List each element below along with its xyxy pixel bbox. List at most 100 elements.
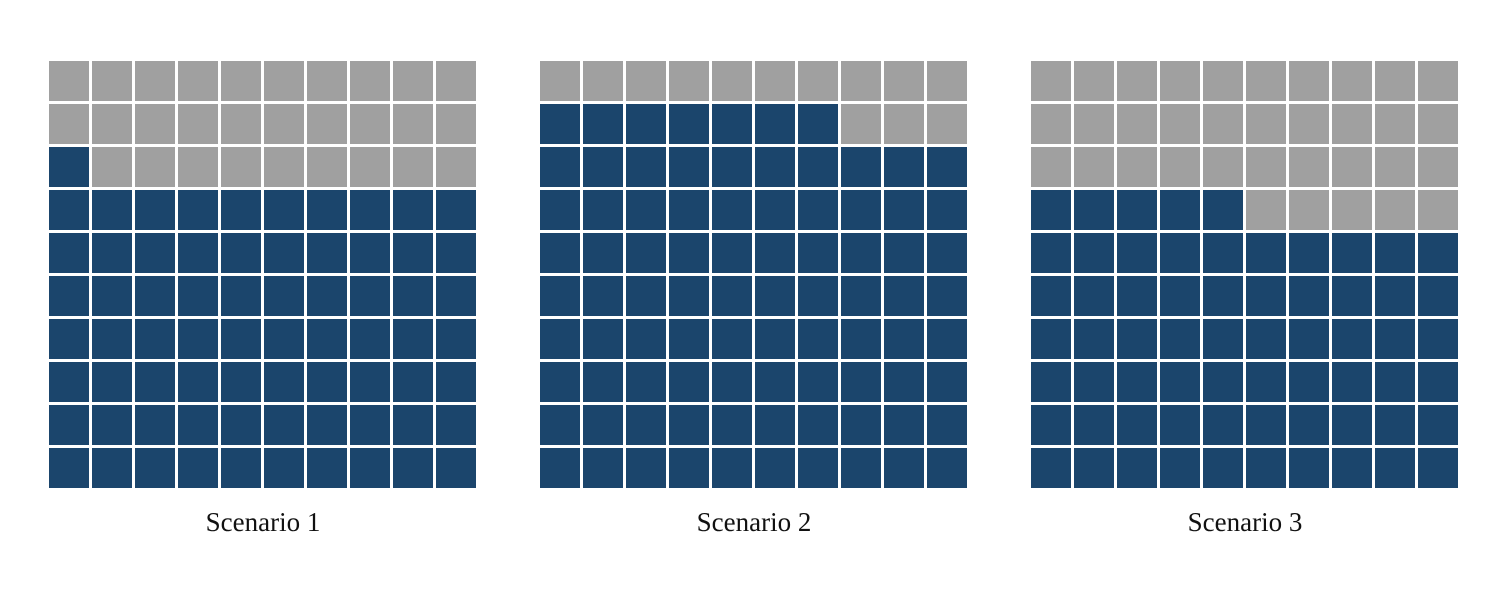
waffle-cell-empty bbox=[49, 104, 89, 144]
waffle-cell-filled bbox=[884, 147, 924, 187]
waffle-cell-empty bbox=[841, 104, 881, 144]
waffle-cell-filled bbox=[393, 190, 433, 230]
waffle-cell-filled bbox=[264, 319, 304, 359]
waffle-cell-filled bbox=[712, 104, 752, 144]
waffle-cell-filled bbox=[884, 190, 924, 230]
waffle-cell-filled bbox=[1246, 362, 1286, 402]
waffle-cell-filled bbox=[135, 405, 175, 445]
waffle-cell-filled bbox=[393, 319, 433, 359]
waffle-cell-filled bbox=[798, 104, 838, 144]
waffle-cell-filled bbox=[1031, 233, 1071, 273]
waffle-cell-filled bbox=[49, 448, 89, 488]
waffle-cell-filled bbox=[1117, 362, 1157, 402]
waffle-cell-filled bbox=[755, 448, 795, 488]
waffle-cell-filled bbox=[49, 405, 89, 445]
waffle-cell-empty bbox=[1203, 147, 1243, 187]
waffle-panel-1: Scenario 1 bbox=[49, 61, 477, 537]
waffle-cell-filled bbox=[135, 233, 175, 273]
waffle-cell-filled bbox=[49, 233, 89, 273]
waffle-cell-empty bbox=[436, 61, 476, 101]
waffle-cell-filled bbox=[350, 405, 390, 445]
waffle-cell-filled bbox=[135, 448, 175, 488]
waffle-cell-filled bbox=[1375, 276, 1415, 316]
waffle-cell-filled bbox=[1332, 448, 1372, 488]
waffle-cell-filled bbox=[307, 190, 347, 230]
waffle-cell-filled bbox=[178, 233, 218, 273]
waffle-cell-filled bbox=[307, 362, 347, 402]
waffle-cell-filled bbox=[264, 233, 304, 273]
waffle-cell-filled bbox=[540, 147, 580, 187]
waffle-cell-filled bbox=[583, 276, 623, 316]
waffle-cell-filled bbox=[884, 276, 924, 316]
waffle-cell-filled bbox=[1375, 233, 1415, 273]
waffle-cell-empty bbox=[92, 104, 132, 144]
waffle-cell-empty bbox=[350, 104, 390, 144]
waffle-cell-empty bbox=[1117, 147, 1157, 187]
waffle-cell-filled bbox=[135, 319, 175, 359]
waffle-cell-filled bbox=[221, 319, 261, 359]
waffle-cell-filled bbox=[798, 190, 838, 230]
waffle-cell-filled bbox=[712, 362, 752, 402]
waffle-cell-empty bbox=[1246, 61, 1286, 101]
waffle-cell-filled bbox=[92, 448, 132, 488]
waffle-cell-filled bbox=[798, 233, 838, 273]
waffle-cell-filled bbox=[669, 276, 709, 316]
waffle-cell-empty bbox=[927, 61, 967, 101]
waffle-cell-filled bbox=[884, 405, 924, 445]
waffle-cell-filled bbox=[1246, 233, 1286, 273]
waffle-cell-filled bbox=[178, 362, 218, 402]
waffle-cell-filled bbox=[798, 147, 838, 187]
waffle-cell-filled bbox=[1074, 190, 1114, 230]
waffle-cell-filled bbox=[221, 233, 261, 273]
waffle-cell-filled bbox=[626, 276, 666, 316]
waffle-cell-filled bbox=[884, 448, 924, 488]
waffle-cell-filled bbox=[1160, 362, 1200, 402]
waffle-cell-empty bbox=[1289, 190, 1329, 230]
waffle-cell-filled bbox=[626, 104, 666, 144]
waffle-cell-filled bbox=[1418, 405, 1458, 445]
waffle-cell-empty bbox=[1289, 61, 1329, 101]
waffle-cell-filled bbox=[1074, 319, 1114, 359]
waffle-cell-filled bbox=[264, 190, 304, 230]
scenario-1-label: Scenario 1 bbox=[205, 507, 321, 537]
waffle-cell-empty bbox=[1375, 147, 1415, 187]
waffle-cell-filled bbox=[669, 362, 709, 402]
waffle-grid-2 bbox=[540, 61, 968, 488]
waffle-cell-filled bbox=[841, 233, 881, 273]
waffle-cell-filled bbox=[264, 405, 304, 445]
waffle-cell-filled bbox=[393, 448, 433, 488]
waffle-cell-filled bbox=[307, 319, 347, 359]
waffle-cell-filled bbox=[135, 362, 175, 402]
waffle-cell-filled bbox=[927, 190, 967, 230]
waffle-cell-filled bbox=[669, 104, 709, 144]
waffle-cell-filled bbox=[1160, 276, 1200, 316]
waffle-cell-filled bbox=[1246, 448, 1286, 488]
waffle-cell-empty bbox=[1031, 147, 1071, 187]
waffle-cell-filled bbox=[1418, 319, 1458, 359]
waffle-cell-filled bbox=[1031, 319, 1071, 359]
waffle-panel-2: Scenario 2 bbox=[540, 61, 968, 537]
waffle-cell-filled bbox=[1160, 190, 1200, 230]
waffle-cell-filled bbox=[841, 190, 881, 230]
waffle-cell-empty bbox=[350, 61, 390, 101]
waffle-cell-filled bbox=[1332, 362, 1372, 402]
waffle-cell-filled bbox=[755, 405, 795, 445]
waffle-cell-filled bbox=[1289, 362, 1329, 402]
waffle-cell-filled bbox=[626, 233, 666, 273]
waffle-cell-empty bbox=[1332, 190, 1372, 230]
waffle-cell-filled bbox=[92, 319, 132, 359]
waffle-cell-filled bbox=[1289, 405, 1329, 445]
waffle-cell-empty bbox=[1332, 61, 1372, 101]
waffle-cell-empty bbox=[135, 147, 175, 187]
waffle-cell-empty bbox=[436, 147, 476, 187]
waffle-cell-filled bbox=[1246, 405, 1286, 445]
waffle-cell-filled bbox=[178, 319, 218, 359]
waffle-cell-filled bbox=[540, 104, 580, 144]
waffle-cell-filled bbox=[49, 190, 89, 230]
waffle-cell-filled bbox=[1074, 233, 1114, 273]
waffle-cell-empty bbox=[1418, 190, 1458, 230]
waffle-cell-filled bbox=[1203, 405, 1243, 445]
waffle-cell-filled bbox=[884, 362, 924, 402]
waffle-cell-empty bbox=[49, 61, 89, 101]
waffle-cell-filled bbox=[712, 147, 752, 187]
